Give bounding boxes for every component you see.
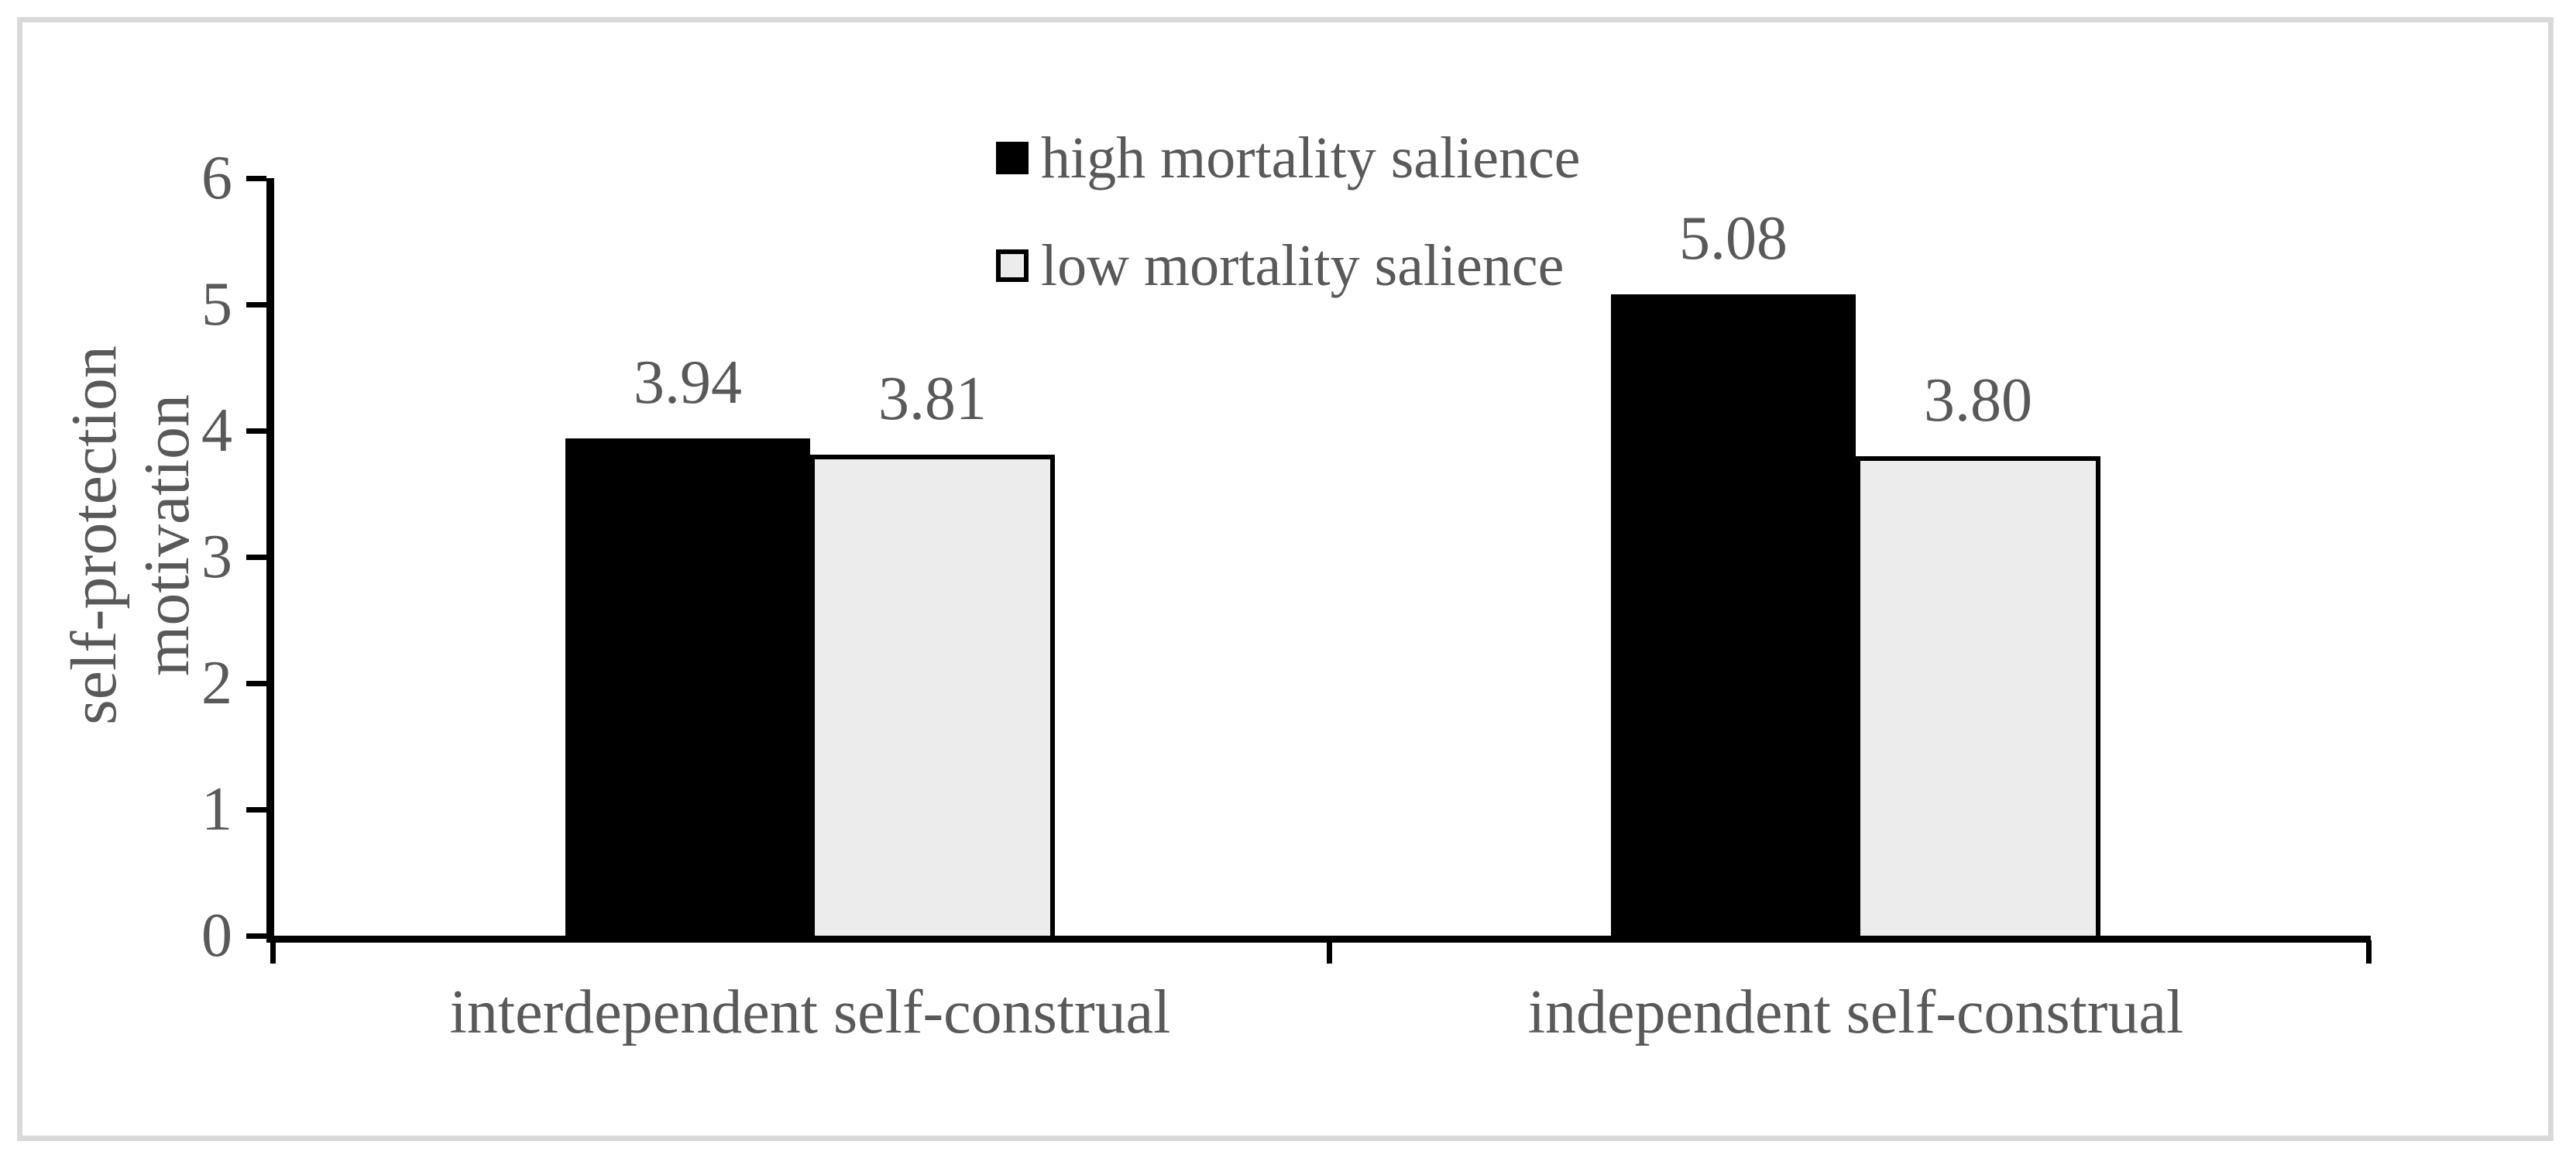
category-label-independent: independent self-construal [1527, 978, 2184, 1046]
legend-label-high: high mortality salience [1041, 125, 1581, 191]
y-tick-label: 0 [201, 902, 232, 970]
legend-swatch-low-icon [996, 249, 1029, 282]
y-tick-mark [246, 681, 266, 686]
legend-label-low: low mortality salience [1041, 233, 1564, 298]
bar-high-group-2 [1611, 294, 1856, 943]
y-tick-mark [246, 807, 266, 813]
y-tick-label: 6 [201, 144, 232, 212]
figure-frame [17, 17, 2554, 1141]
bar-value-label: 3.94 [634, 349, 742, 417]
x-tick-mark [270, 940, 276, 964]
legend-swatch-high-icon [996, 142, 1029, 174]
y-tick-mark [246, 302, 266, 308]
category-label-interdependent: interdependent self-construal [449, 978, 1171, 1046]
x-axis-line [266, 936, 2371, 943]
y-tick-label: 5 [201, 270, 232, 338]
y-tick-label: 2 [201, 649, 232, 717]
x-tick-mark [2366, 940, 2372, 964]
x-tick-mark [1327, 940, 1332, 964]
legend-item-high-mortality: high mortality salience [996, 129, 1580, 187]
bar-high-group-1 [565, 438, 810, 943]
y-tick-label: 1 [201, 775, 232, 844]
bar-value-label: 3.80 [1924, 366, 2032, 435]
legend-item-low-mortality: low mortality salience [996, 236, 1564, 295]
bar-low-group-2 [1856, 456, 2100, 943]
bar-value-label: 5.08 [1679, 204, 1788, 273]
y-tick-mark [246, 555, 266, 560]
y-tick-label: 4 [201, 397, 232, 465]
y-tick-mark [246, 428, 266, 434]
y-tick-mark [246, 933, 266, 939]
y-tick-mark [246, 176, 266, 181]
y-tick-label: 3 [201, 523, 232, 591]
y-axis-line [266, 178, 274, 943]
bar-value-label: 3.81 [878, 365, 987, 433]
bar-low-group-1 [810, 455, 1055, 943]
